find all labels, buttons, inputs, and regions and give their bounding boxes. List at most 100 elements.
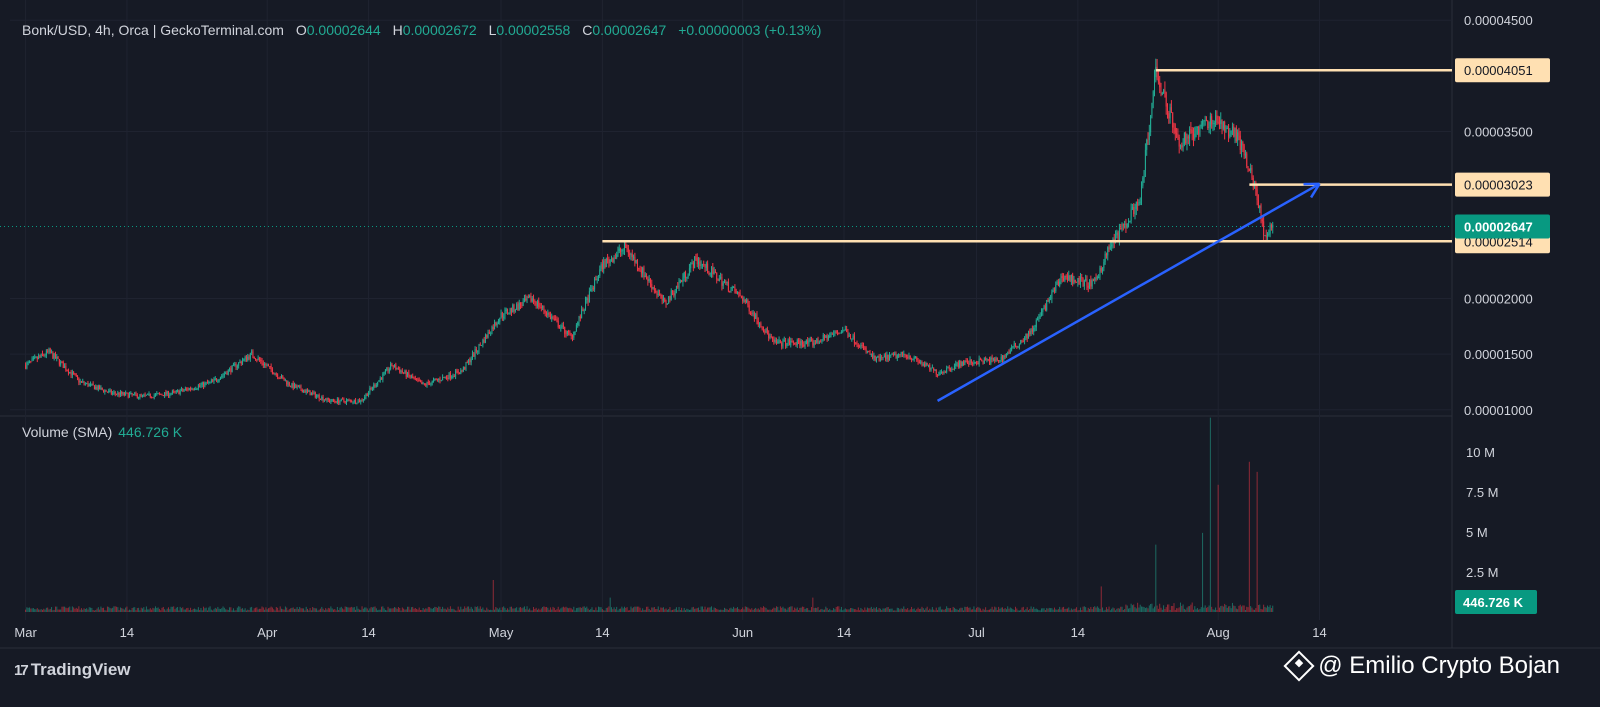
tradingview-icon: 17: [14, 661, 29, 679]
volume-bar: [629, 610, 631, 612]
volume-bar: [979, 608, 981, 612]
volume-bar: [182, 607, 184, 612]
volume-bar: [899, 609, 901, 612]
candle-body: [950, 369, 952, 371]
volume-bar: [778, 610, 780, 612]
candle-body: [765, 328, 767, 333]
candle-body: [772, 337, 774, 339]
candle-body: [365, 394, 367, 398]
candle-body: [334, 400, 336, 402]
candle-body: [1003, 355, 1005, 360]
candle-body: [630, 253, 632, 256]
volume-bar: [242, 608, 244, 612]
volume-bar: [217, 606, 219, 612]
candle-body: [720, 277, 722, 279]
volume-bar: [275, 607, 277, 612]
candle-body: [822, 334, 824, 340]
volume-bar: [378, 609, 380, 612]
candle-body: [1015, 343, 1017, 346]
x-tick-label: 14: [1312, 625, 1326, 640]
volume-bar: [614, 609, 616, 612]
volume-bar: [536, 609, 538, 612]
candle-body: [731, 287, 733, 289]
candle-body: [132, 394, 134, 396]
candle-body: [361, 400, 363, 402]
candle-body: [1169, 107, 1171, 119]
volume-bar: [1131, 605, 1133, 612]
candle-body: [391, 363, 393, 367]
volume-bar: [677, 610, 679, 612]
candle-body: [1152, 91, 1154, 104]
tradingview-logo[interactable]: 17 TradingView: [14, 660, 131, 680]
candle-body: [1144, 149, 1146, 171]
volume-bar: [64, 606, 66, 612]
candle-body: [1035, 320, 1037, 328]
volume-bar: [82, 609, 84, 612]
candle-body: [286, 380, 288, 385]
candle-body: [972, 362, 974, 365]
volume-bar: [1261, 609, 1263, 612]
candle-body: [191, 388, 193, 390]
volume-bar: [118, 610, 120, 612]
candle-body: [443, 376, 445, 378]
candle-body: [1226, 127, 1228, 129]
candle-body: [518, 302, 520, 310]
candle-body: [491, 327, 493, 334]
volume-bar: [786, 609, 788, 612]
volume-bar: [1128, 608, 1130, 612]
candle-body: [1250, 167, 1252, 171]
volume-bar: [824, 609, 826, 612]
candle-body: [103, 389, 105, 393]
volume-bar: [73, 607, 75, 612]
candle-body: [1208, 126, 1210, 129]
volume-bar: [973, 606, 975, 612]
candle-body: [1102, 268, 1104, 272]
candle-body: [199, 385, 201, 387]
candle-body: [1083, 280, 1085, 287]
x-tick-label: Apr: [257, 625, 278, 640]
candle-body: [392, 366, 394, 368]
volume-bar: [56, 606, 58, 612]
volume-bar: [555, 610, 557, 612]
candle-body: [827, 336, 829, 340]
volume-bar: [772, 608, 774, 612]
volume-bar: [840, 606, 842, 612]
volume-bar: [785, 608, 787, 612]
volume-bar: [704, 606, 706, 612]
volume-bar: [951, 610, 953, 612]
candle-body: [514, 309, 516, 312]
volume-bar: [157, 607, 159, 612]
candle-body: [535, 302, 537, 306]
volume-bar: [1173, 603, 1175, 612]
volume-bar: [442, 606, 444, 612]
volume-bar: [243, 609, 245, 612]
candle-body: [926, 363, 928, 366]
candle-body: [308, 390, 310, 392]
candle-body: [752, 312, 754, 314]
candle-body: [256, 359, 258, 361]
level-price-tag: [1455, 58, 1550, 83]
candle-body: [170, 393, 172, 395]
candle-body: [1073, 279, 1075, 284]
volume-bar: [1246, 606, 1248, 612]
candle-body: [1020, 339, 1022, 345]
candle-body: [297, 386, 299, 388]
candle-body: [1126, 223, 1128, 228]
candle-body: [1085, 279, 1087, 281]
volume-bar: [1109, 610, 1111, 612]
volume-bar: [1176, 608, 1178, 612]
volume-bar: [620, 608, 622, 612]
volume-bar: [934, 610, 936, 612]
volume-bar: [445, 609, 447, 612]
candle-body: [638, 267, 640, 270]
candle-body: [510, 308, 512, 312]
volume-bar: [852, 608, 854, 612]
x-tick-label: 14: [1071, 625, 1085, 640]
volume-bar: [429, 607, 431, 612]
volume-bar: [534, 609, 536, 612]
volume-bar: [855, 609, 857, 612]
candle-body: [1031, 329, 1033, 332]
x-tick-label: 14: [595, 625, 609, 640]
candle-body: [1125, 224, 1127, 228]
